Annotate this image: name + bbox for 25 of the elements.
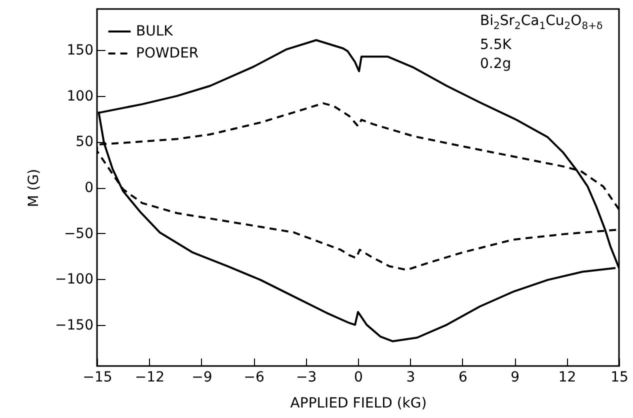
legend-label: BULK [136,24,174,40]
y-tick-label: 0 [84,180,94,196]
y-tick-label: 50 [76,134,94,150]
y-tick-label: 150 [66,42,94,59]
x-tick-label: −3 [296,370,317,386]
annotation: 5.5K [480,36,512,55]
y-tick-label: −100 [55,272,94,288]
x-tick-label: −12 [134,370,164,386]
x-tick-label: 15 [610,370,628,386]
text: Bi$_{2}$Sr$_{2}$Ca$_{1}$Cu$_{2}$O$_{8+δ}$ [480,13,603,32]
y-tick-label: −50 [64,226,94,242]
x-tick-label: −15 [82,370,112,386]
x-tick-label: 3 [406,370,416,386]
x-tick-label: 0 [354,370,363,386]
x-tick-label: 12 [558,370,576,386]
x-tick-label: −9 [192,370,212,386]
y-tick-label: 100 [66,88,94,104]
x-tick-label: 6 [458,370,468,386]
legend-label: POWDER [136,46,199,62]
y-axis-title: M (G) [26,168,42,208]
x-tick-label: 9 [510,370,520,386]
annotation: 0.2g [480,54,512,74]
x-axis-title: APPLIED FIELD (kG) [290,396,427,412]
x-tick-label: −6 [244,370,265,386]
y-tick-label: −150 [55,317,94,334]
